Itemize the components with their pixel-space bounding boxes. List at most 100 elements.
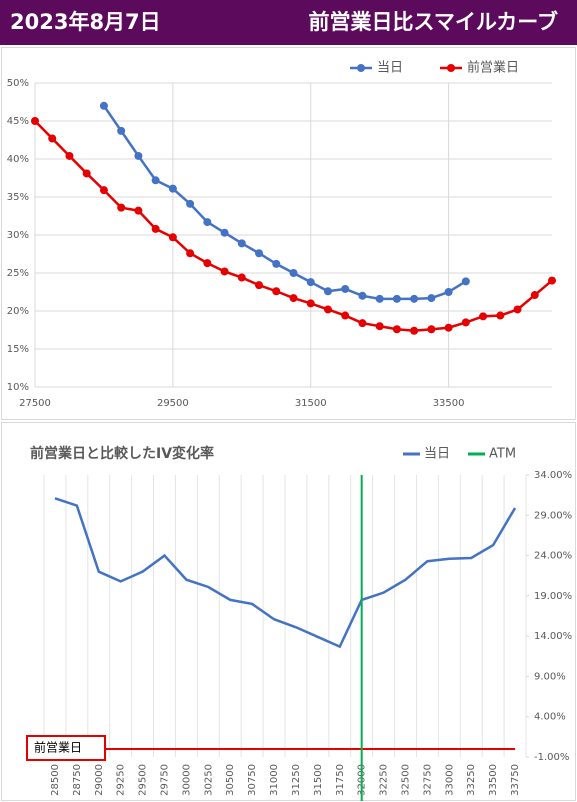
legend-swatch	[447, 64, 455, 72]
x-tick-label: 31250	[291, 764, 302, 796]
x-tick-label: 30500	[225, 764, 236, 796]
y2-tick-label: 24.00%	[534, 551, 572, 562]
data-point	[117, 126, 126, 135]
data-point	[461, 277, 470, 286]
x-tick-label: 31500	[313, 764, 324, 796]
data-point	[151, 176, 160, 185]
data-point	[255, 249, 264, 258]
data-point	[220, 267, 229, 276]
data-point	[186, 249, 195, 258]
series-line	[54, 497, 517, 649]
data-point	[530, 291, 539, 300]
data-point	[168, 184, 177, 193]
x-tick-label: 29250	[116, 764, 127, 796]
data-point	[289, 294, 298, 303]
data-point	[134, 151, 143, 160]
series-label: 前営業日	[34, 740, 82, 755]
data-point	[341, 284, 350, 293]
data-point	[203, 259, 212, 268]
x-tick-label: 29000	[94, 764, 105, 796]
data-point	[117, 203, 126, 212]
y2-tick-label: 14.00%	[534, 631, 572, 642]
x-tick-label: 32500	[401, 764, 412, 796]
data-point	[513, 305, 522, 314]
data-point	[375, 294, 384, 303]
data-point	[410, 294, 419, 303]
data-point	[410, 326, 419, 335]
data-point	[548, 276, 556, 285]
x-tick-label: 32250	[379, 764, 390, 796]
x-tick-label: 29500	[138, 764, 149, 796]
data-point	[306, 299, 315, 308]
data-point	[151, 224, 160, 233]
data-point	[203, 218, 212, 227]
data-point	[444, 323, 453, 332]
legend-label: 前営業日	[467, 60, 519, 76]
data-point	[289, 269, 298, 277]
data-point	[444, 288, 453, 296]
data-point	[427, 294, 436, 303]
data-point	[375, 322, 384, 331]
data-point	[48, 134, 57, 143]
y-tick-label: 40%	[7, 154, 29, 165]
y-tick-label: 35%	[7, 192, 29, 203]
x-tick-label: 31500	[295, 398, 327, 409]
data-point	[392, 325, 401, 334]
data-point	[358, 291, 367, 300]
y-tick-label: 15%	[7, 344, 29, 355]
data-point	[461, 318, 470, 327]
x-tick-label: 33500	[488, 764, 499, 796]
x-tick-label: 27500	[19, 398, 51, 409]
legend-label: 当日	[424, 447, 450, 462]
data-point	[99, 186, 108, 195]
data-point	[255, 281, 264, 290]
x-tick-label: 29500	[157, 398, 189, 409]
y-tick-label: 50%	[7, 78, 29, 89]
panel	[1, 422, 576, 801]
legend-label: ATM	[489, 447, 516, 462]
x-tick-label: 33750	[510, 764, 521, 796]
data-point	[65, 151, 74, 160]
y-tick-label: 45%	[7, 116, 29, 127]
legend-label: 当日	[377, 61, 403, 76]
data-point	[496, 311, 505, 320]
data-point	[323, 305, 332, 314]
data-point	[31, 117, 39, 125]
x-tick-label: 33000	[444, 764, 455, 796]
data-point	[220, 228, 229, 237]
data-point	[237, 239, 246, 248]
x-tick-label: 28750	[72, 764, 83, 796]
data-point	[237, 273, 246, 282]
x-tick-label: 32750	[422, 764, 433, 796]
data-point	[272, 287, 281, 296]
y2-tick-label: 4.00%	[534, 712, 566, 723]
data-point	[358, 319, 367, 328]
panel	[1, 47, 576, 420]
x-tick-label: 31750	[335, 764, 346, 796]
data-point	[168, 233, 177, 242]
x-tick-label: 33500	[433, 398, 465, 409]
data-point	[427, 325, 436, 334]
y2-tick-label: 19.00%	[534, 591, 572, 602]
y-tick-label: 30%	[7, 230, 29, 241]
chart-title: 前営業日と比較したIV変化率	[30, 445, 214, 462]
series-line	[102, 105, 467, 301]
legend-swatch	[357, 64, 365, 72]
series-label-box	[26, 735, 106, 761]
x-tick-label: 30000	[181, 764, 192, 796]
x-tick-label: 33250	[466, 764, 477, 796]
x-tick-label: 30250	[203, 764, 214, 796]
data-point	[186, 199, 195, 208]
header-date: 2023年8月7日	[10, 10, 161, 34]
data-point	[82, 169, 91, 178]
header-title: 前営業日比スマイルカーブ	[309, 10, 558, 34]
data-point	[341, 311, 350, 320]
x-tick-label: 28500	[50, 764, 61, 796]
data-point	[479, 312, 488, 321]
data-point	[99, 101, 108, 110]
x-tick-label: 31000	[269, 764, 280, 796]
data-point	[272, 259, 281, 268]
header-bar	[0, 0, 577, 45]
data-point	[306, 278, 315, 287]
